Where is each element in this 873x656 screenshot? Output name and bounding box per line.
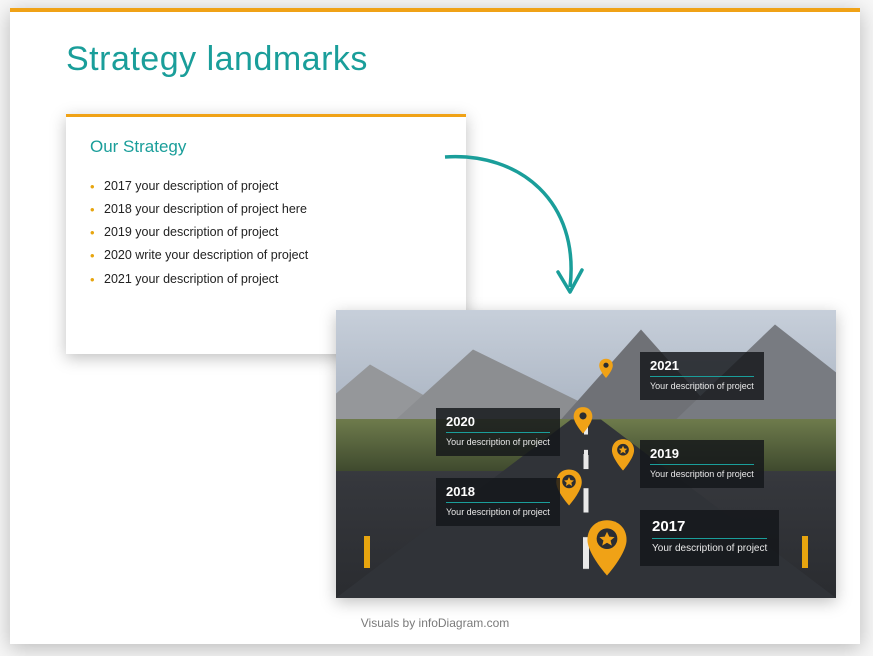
list-item: 2018 your description of project here (90, 198, 442, 221)
map-pin-icon (584, 518, 630, 578)
timeline-year: 2019 (650, 446, 754, 465)
list-item: 2017 your description of project (90, 175, 442, 198)
before-heading: Our Strategy (90, 137, 442, 157)
slide: Strategy landmarks Our Strategy 2017 you… (10, 8, 860, 644)
timeline-desc: Your description of project (446, 437, 550, 448)
timeline-desc: Your description of project (650, 381, 754, 392)
timeline-year: 2017 (652, 518, 767, 539)
timeline-desc: Your description of project (446, 507, 550, 518)
timeline-label: 2020 Your description of project (436, 408, 560, 456)
timeline-year: 2021 (650, 358, 754, 377)
page-title: Strategy landmarks (66, 40, 368, 79)
list-item: 2020 write your description of project (90, 244, 442, 267)
timeline-year: 2018 (446, 484, 550, 503)
road-post (802, 536, 808, 568)
map-pin-icon (598, 358, 614, 379)
timeline-desc: Your description of project (650, 469, 754, 480)
map-pin-icon (572, 406, 594, 435)
timeline-desc: Your description of project (652, 543, 767, 556)
road-post (364, 536, 370, 568)
after-panel: 2017 Your description of project 2018 Your … (336, 310, 836, 598)
timeline-label: 2017 Your description of project (640, 510, 779, 566)
timeline-label: 2018 Your description of project (436, 478, 560, 526)
timeline-year: 2020 (446, 414, 550, 433)
map-pin-icon (610, 438, 636, 472)
list-item: 2019 your description of project (90, 221, 442, 244)
list-item: 2021 your description of project (90, 268, 442, 291)
footer-attribution: Visuals by infoDiagram.com (10, 616, 860, 630)
timeline-label: 2019 Your description of project (640, 440, 764, 488)
before-list: 2017 your description of project2018 you… (90, 175, 442, 291)
timeline-label: 2021 Your description of project (640, 352, 764, 400)
